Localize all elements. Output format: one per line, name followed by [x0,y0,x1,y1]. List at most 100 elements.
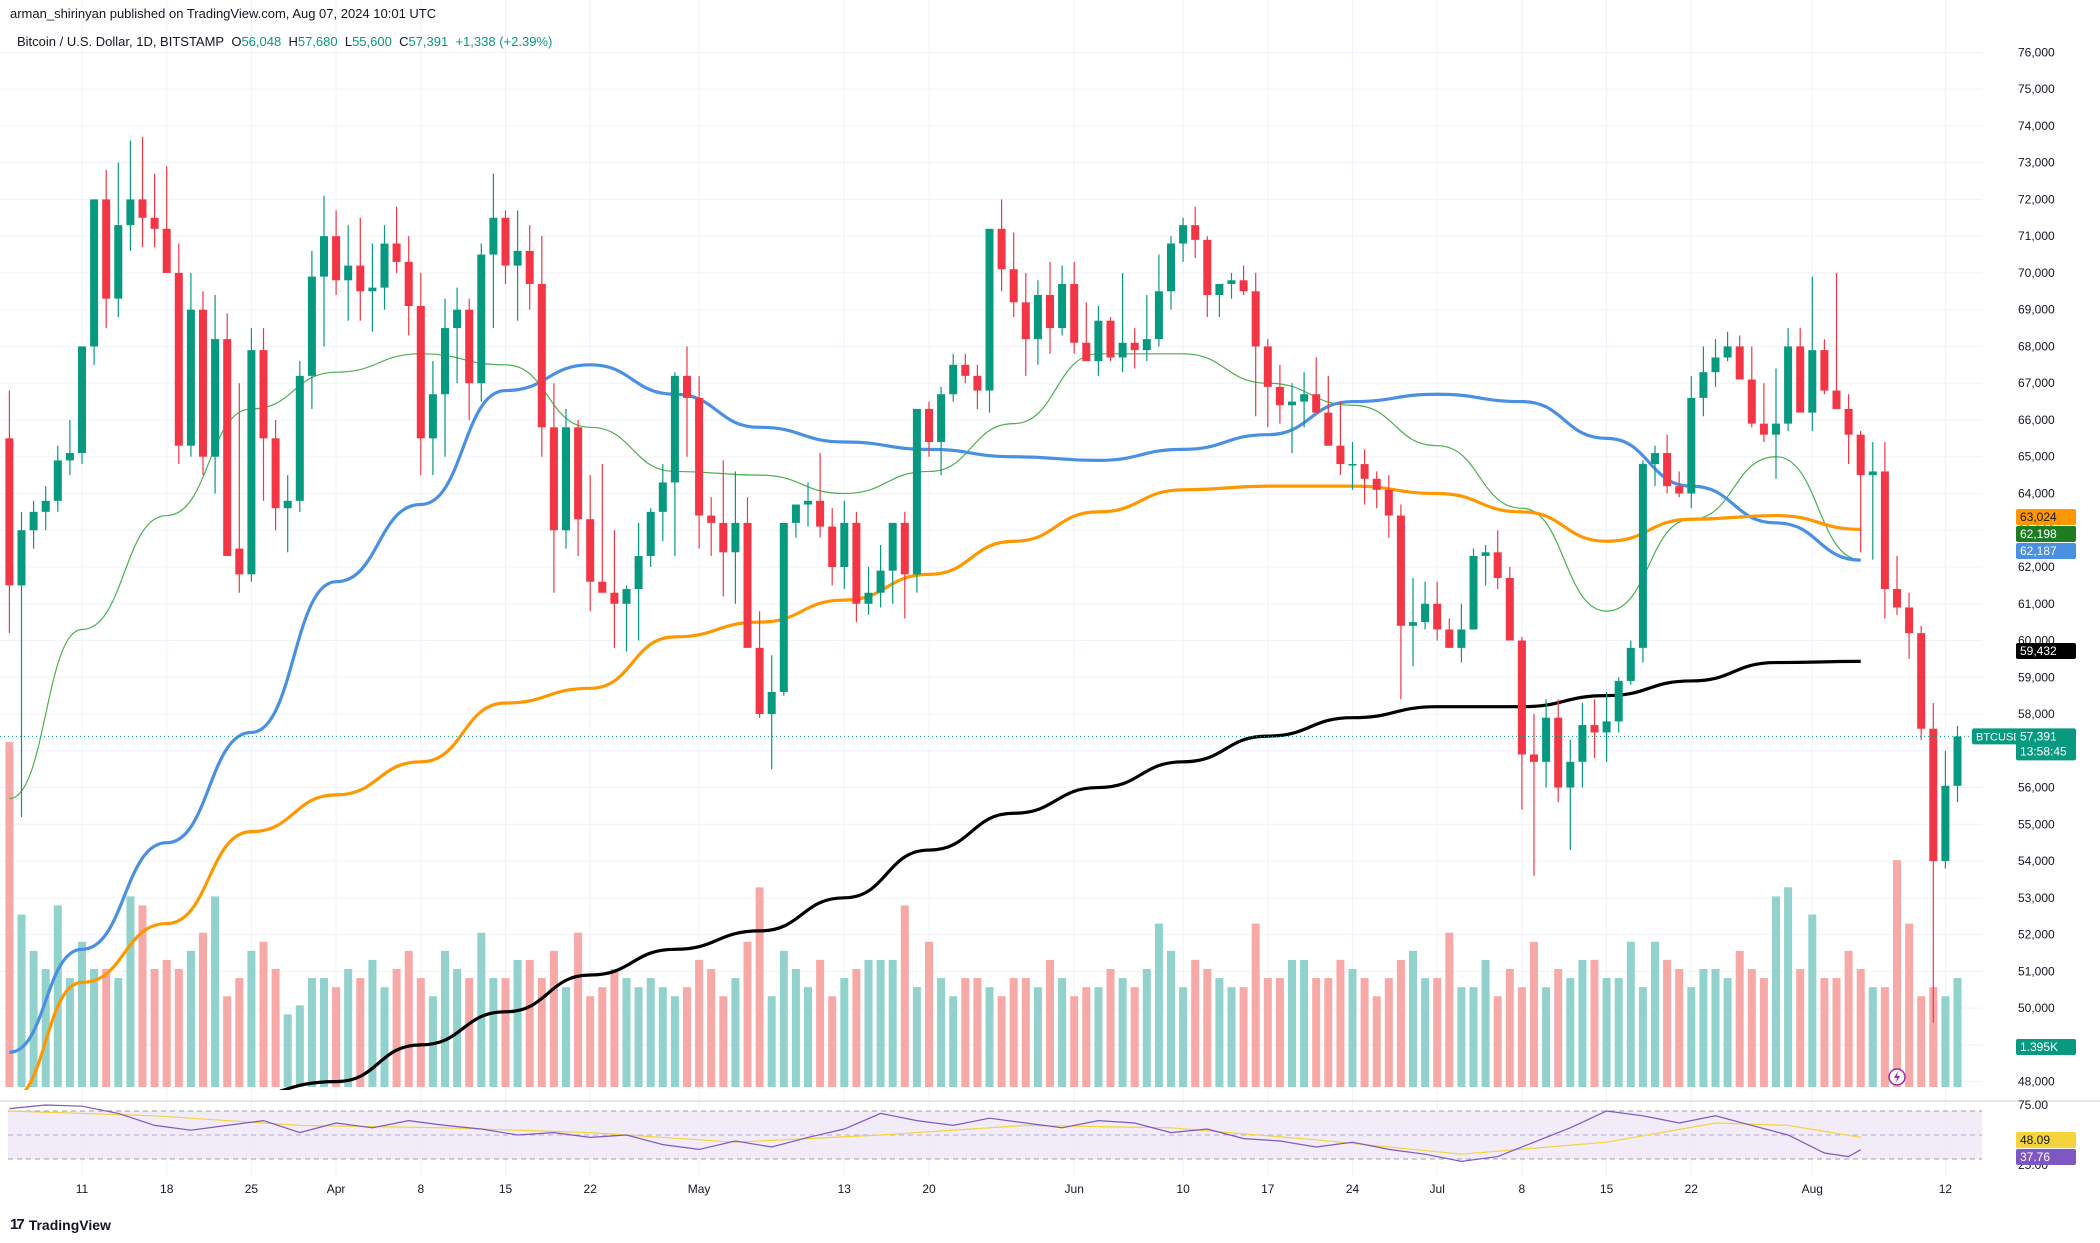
candle-body [247,350,256,575]
volume-bar [271,969,280,1087]
x-tick-label: 24 [1346,1182,1360,1196]
price-candles[interactable] [5,136,1962,1023]
candle-body [1517,640,1526,755]
x-tick-label: 25 [245,1182,259,1196]
candle-body [235,548,244,575]
volume-bar [622,978,631,1087]
candle [1251,272,1260,417]
candle-body [743,522,752,648]
volume-bar [29,950,38,1087]
candle [1033,280,1042,365]
volume-bar [1118,978,1127,1087]
volume-bar [1275,978,1284,1087]
candle [368,243,377,332]
candle-body [707,515,716,523]
candle [1457,603,1466,663]
candle-body [864,592,873,604]
volume-bar [1929,987,1938,1087]
ma-line-ma50 [9,363,1861,1054]
candle-body [1856,434,1865,476]
rsi-ma-line [9,1110,1861,1155]
candle-body [586,519,595,582]
candle-body [1324,412,1333,446]
volume-bar [1953,978,1962,1087]
volume-bar [1384,978,1393,1087]
candle-body [392,243,401,262]
high-value: 57,680 [297,34,338,49]
volume-bar [307,978,316,1087]
candle [1893,555,1901,615]
tradingview-logo[interactable]: 17 TradingView [10,1216,111,1233]
volume-bar [1917,996,1926,1087]
candle-body [465,309,474,384]
volume-bar [1638,987,1647,1087]
volume-bar [1808,914,1817,1087]
x-tick-label: 15 [1600,1182,1614,1196]
candle-body [852,522,861,604]
candle [840,500,849,590]
candle-body [428,394,437,439]
volume-bar [235,978,244,1087]
symbol-legend: Bitcoin / U.S. Dollar, 1D, BITSTAMP O56,… [17,34,552,49]
volume-bar [1711,969,1720,1087]
candle-body [441,328,449,395]
volume-bar [1784,887,1793,1087]
candle [852,511,861,623]
volume-bar [1445,932,1454,1087]
candle [1021,272,1030,376]
volume-bar [428,996,437,1087]
volume-bar [126,896,135,1087]
volume-bar [65,978,74,1087]
candle [997,199,1006,292]
candle [876,544,885,608]
volume-bar [380,987,389,1087]
volume-bar [1844,950,1853,1087]
volume-bar [1687,987,1696,1087]
candle [1832,272,1841,409]
volume-bar [1699,969,1708,1087]
volume-bar [1142,969,1151,1087]
price-tick-label: 66,000 [2018,413,2055,427]
volume-bar [1288,959,1296,1087]
candle [1808,276,1817,431]
candle-body [1481,552,1490,556]
candle [1905,592,1914,659]
candle-body [804,500,812,505]
price-tick-label: 64,000 [2018,486,2055,500]
x-tick-label: Jul [1430,1182,1445,1196]
candle-body [719,522,728,553]
rsi-tick-label: 75.00 [2018,1098,2048,1112]
candle-body [1179,225,1188,244]
candle-body [126,199,135,226]
candle-body [1167,243,1175,292]
candle [1953,725,1962,803]
price-tick-label: 73,000 [2018,156,2055,170]
volume-bar [1856,969,1865,1087]
ma-price-label-bg [2016,526,2076,542]
volume-bar [295,1005,304,1087]
price-tick-label: 76,000 [2018,45,2055,59]
volume-bar [1590,959,1599,1087]
volume-bar [1312,978,1321,1087]
candle [114,162,123,318]
volume-bar [1772,896,1780,1087]
volume-bar [791,969,800,1087]
ticker-tag: BTCUSD [1976,731,2021,743]
tradingview-logo-icon: 17 [10,1216,25,1233]
volume-bar [731,978,740,1087]
candle [1130,328,1139,369]
rsi-ma-label: 48.09 [2020,1133,2050,1147]
ma-line-ma200 [279,659,1861,1090]
candle [1699,346,1708,417]
volume-bar [223,996,232,1087]
volume-bar [441,950,449,1087]
candle-body [562,427,570,531]
candle-body [1118,342,1127,358]
x-tick-label: 8 [1519,1182,1526,1196]
candle-body [1784,346,1793,424]
volume-bar [1481,959,1490,1087]
candle [1046,261,1054,354]
rsi-value-label: 37.76 [2020,1150,2050,1164]
volume-bar [804,987,812,1087]
